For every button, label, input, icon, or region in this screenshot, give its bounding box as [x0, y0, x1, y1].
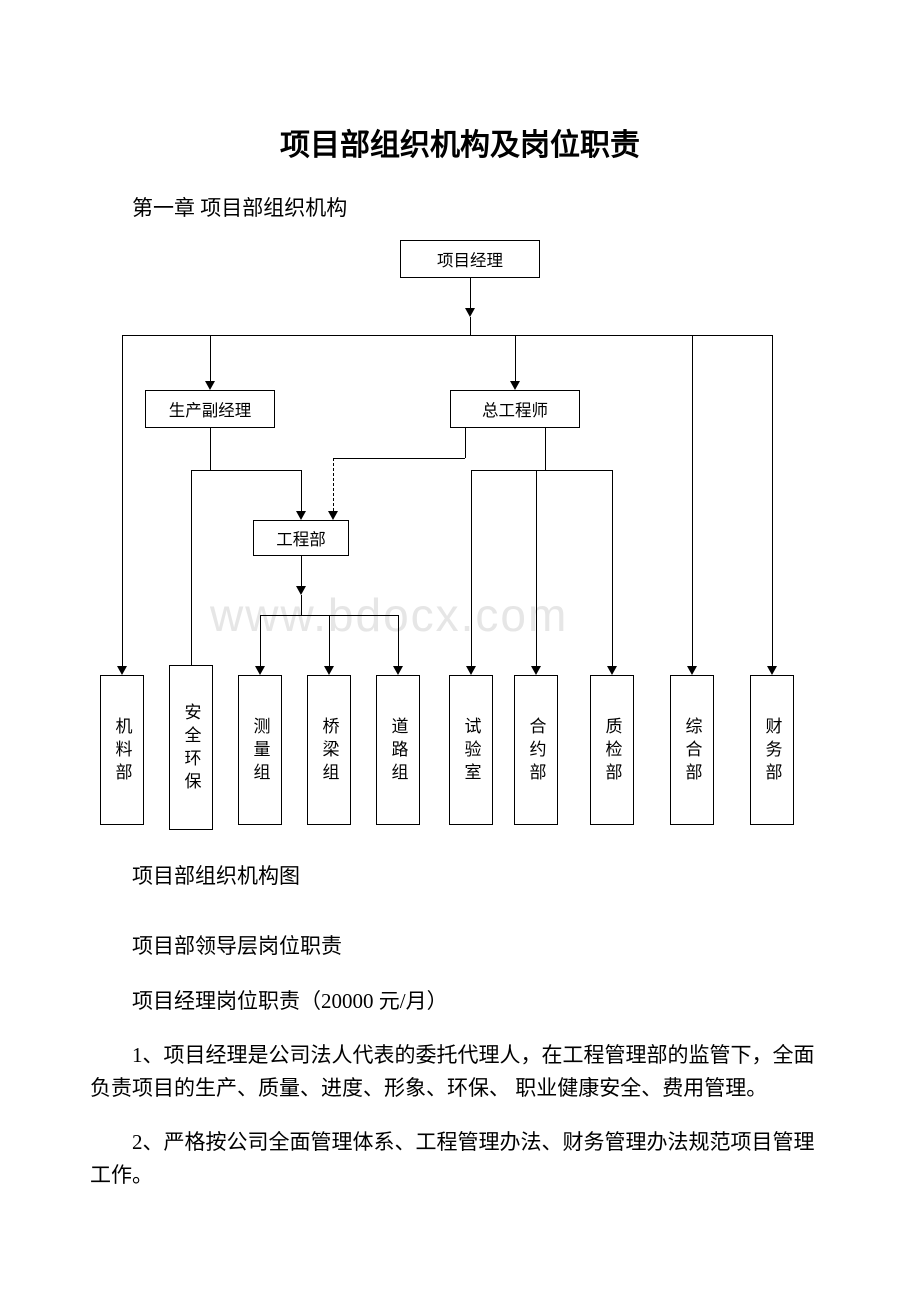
org-chart: www.bdocx.com 项目经理 生产副经理 总工程师 [90, 240, 830, 850]
arrow-icon [296, 586, 306, 595]
edge [210, 428, 211, 470]
arrow-icon [767, 666, 777, 675]
arrow-icon [393, 666, 403, 675]
edge [692, 335, 693, 666]
edge [471, 470, 472, 666]
edge [191, 470, 192, 666]
arrow-icon [687, 666, 697, 675]
edge [301, 556, 302, 586]
edge [191, 470, 301, 471]
chapter-heading: 第一章 项目部组织机构 [90, 192, 830, 222]
leaf-node: 试验室 [449, 675, 493, 825]
edge [329, 615, 330, 666]
arrow-icon [531, 666, 541, 675]
edge [470, 317, 471, 335]
leaf-node: 质检部 [590, 675, 634, 825]
arrow-icon [324, 666, 334, 675]
edge [545, 428, 546, 470]
role-heading: 项目经理岗位职责（20000 元/月） [90, 985, 830, 1018]
edge [515, 335, 516, 381]
arrow-icon [466, 666, 476, 675]
edge [122, 335, 123, 666]
arrow-icon [607, 666, 617, 675]
diagram-caption: 项目部组织机构图 [90, 860, 830, 890]
arrow-icon [117, 666, 127, 675]
edge [122, 335, 772, 336]
arrow-icon [328, 511, 338, 520]
leaf-node: 机料部 [100, 675, 144, 825]
edge [210, 335, 211, 381]
edge [260, 615, 261, 666]
node-deputy-manager: 生产副经理 [145, 390, 275, 428]
leaf-node: 测量组 [238, 675, 282, 825]
node-engineering-dept: 工程部 [253, 520, 349, 556]
edge [536, 470, 537, 666]
body-paragraph: 2、严格按公司全面管理体系、工程管理办法、财务管理办法规范项目管理工作。 [90, 1126, 830, 1191]
edge [333, 458, 465, 459]
arrow-icon [510, 381, 520, 390]
edge [301, 595, 302, 615]
arrow-icon [296, 511, 306, 520]
edge [301, 470, 302, 511]
arrow-icon [205, 381, 215, 390]
node-chief-engineer: 总工程师 [450, 390, 580, 428]
edge [471, 470, 612, 471]
leaf-node: 安全环保 [169, 665, 213, 830]
leaf-node: 道路组 [376, 675, 420, 825]
page-title: 项目部组织机构及岗位职责 [90, 120, 830, 164]
section-heading: 项目部领导层岗位职责 [90, 930, 830, 963]
edge [398, 615, 399, 666]
edge [470, 278, 471, 308]
arrow-icon [465, 308, 475, 317]
edge [465, 428, 466, 458]
leaf-node: 桥梁组 [307, 675, 351, 825]
edge [772, 335, 773, 666]
node-project-manager: 项目经理 [400, 240, 540, 278]
edge [612, 470, 613, 666]
edge-dashed [333, 458, 334, 511]
leaf-node: 合约部 [514, 675, 558, 825]
leaf-node: 综合部 [670, 675, 714, 825]
body-paragraph: 1、项目经理是公司法人代表的委托代理人，在工程管理部的监管下，全面负责项目的生产… [90, 1039, 830, 1104]
leaf-node: 财务部 [750, 675, 794, 825]
arrow-icon [255, 666, 265, 675]
